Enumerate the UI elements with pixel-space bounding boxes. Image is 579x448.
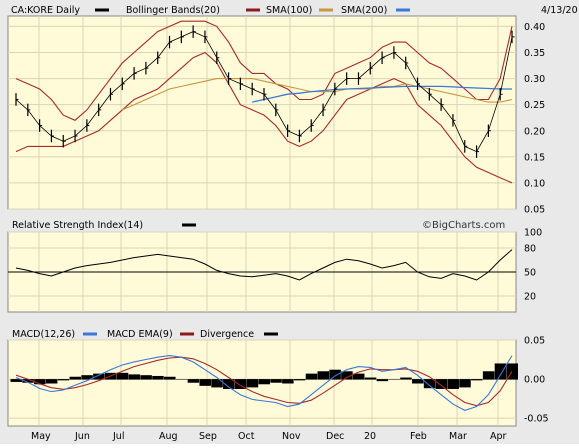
divergence-bar xyxy=(223,379,235,389)
divergence-bar xyxy=(364,377,377,380)
chart-date: 4/13/20 xyxy=(541,5,578,16)
divergence-bar xyxy=(447,379,459,389)
rsi-line xyxy=(15,249,513,281)
price-title: CA:KORE Daily xyxy=(11,5,80,16)
bollinger-upper-line xyxy=(15,20,513,121)
divergence-bar xyxy=(352,373,365,380)
divergence-bar xyxy=(10,379,22,382)
series-layer xyxy=(8,20,518,411)
divergence-bar xyxy=(388,379,400,380)
price-tick-label: 0.10 xyxy=(524,178,545,189)
bb-legend-label: Bollinger Bands(20) xyxy=(126,5,220,16)
month-label: Nov xyxy=(282,431,301,442)
sma100-legend-label: SMA(100) xyxy=(266,5,312,16)
macd-title: MACD(12,26) xyxy=(12,329,75,340)
divergence-bar xyxy=(412,379,424,384)
divergence-bar xyxy=(317,371,330,380)
macd-tick-label: 0.05 xyxy=(524,336,545,347)
price-panel xyxy=(7,15,517,210)
macd-legend: MACD(12,26) MACD EMA(9) Divergence xyxy=(12,329,278,340)
divergence-bar xyxy=(116,372,129,380)
price-tick-label: 0.30 xyxy=(524,74,545,85)
divergence-bar xyxy=(128,374,141,380)
macd-line xyxy=(15,355,513,411)
rsi-tick-label: 20 xyxy=(524,292,536,303)
divergence-bar xyxy=(341,371,353,380)
sma200-line xyxy=(252,85,512,103)
divergence-bar xyxy=(471,379,483,381)
price-tick-label: 0.35 xyxy=(524,48,545,59)
divergence-bar xyxy=(187,379,200,383)
divergence-bar xyxy=(423,379,436,389)
watermark: ©BigCharts.com xyxy=(422,220,505,231)
month-label: Jun xyxy=(74,431,90,442)
divergence-bar xyxy=(234,379,247,389)
price-legend: CA:KORE Daily Bollinger Bands(20) SMA(10… xyxy=(11,5,578,16)
price-tick-label: 0.40 xyxy=(524,22,545,33)
rsi-tick-label: 80 xyxy=(524,244,536,255)
month-label: Dec xyxy=(326,431,344,442)
month-label: May xyxy=(31,431,51,442)
tick-labels: May Jun Jul Aug Sep Oct Nov Dec 20 Feb Mar Apr 0.40 0… xyxy=(31,22,549,442)
month-label: 20 xyxy=(364,431,376,442)
divergence-bar xyxy=(57,379,70,381)
divergence-bar xyxy=(329,369,341,380)
month-label: Mar xyxy=(449,431,467,442)
divergence-bar xyxy=(93,373,105,380)
sma200-legend-label: SMA(200) xyxy=(341,5,387,16)
divergence-bar xyxy=(482,371,495,380)
divergence-bar xyxy=(246,379,259,388)
divergence-bar xyxy=(34,379,46,385)
divergence-bar xyxy=(293,379,306,381)
macd-tick-label: -0.05 xyxy=(524,414,549,425)
divergence-label: Divergence xyxy=(200,329,254,340)
price-line xyxy=(15,31,513,153)
month-label: Aug xyxy=(159,431,178,442)
divergence-bar xyxy=(45,379,58,384)
divergence-bar xyxy=(211,379,223,388)
month-label: Feb xyxy=(410,431,427,442)
month-label: Jul xyxy=(112,431,124,442)
divergence-bar xyxy=(22,379,34,383)
divergence-bar xyxy=(400,377,412,380)
divergence-bar xyxy=(305,373,318,380)
rsi-legend: Relative Strength Index(14) ©BigCharts.c… xyxy=(12,220,505,231)
divergence-bar xyxy=(435,379,448,389)
rsi-tick-label: 50 xyxy=(524,268,536,279)
month-label: Sep xyxy=(199,431,217,442)
rsi-title: Relative Strength Index(14) xyxy=(12,220,143,231)
bollinger-lower-line xyxy=(15,51,513,184)
divergence-bar xyxy=(69,376,82,380)
macd-tick-label: 0.00 xyxy=(524,375,545,386)
divergence-bar xyxy=(140,375,152,380)
divergence-bar xyxy=(494,363,507,380)
macd-ema-label: MACD EMA(9) xyxy=(107,329,173,340)
divergence-bar xyxy=(81,375,93,380)
price-tick-label: 0.05 xyxy=(524,205,545,216)
divergence-bar xyxy=(282,379,294,384)
divergence-bar xyxy=(258,379,270,385)
divergence-bar xyxy=(164,376,176,380)
price-tick-label: 0.20 xyxy=(524,126,545,137)
divergence-bar xyxy=(175,379,188,380)
divergence-bar xyxy=(199,379,211,386)
divergence-bar xyxy=(459,379,471,388)
price-tick-label: 0.25 xyxy=(524,100,545,111)
divergence-bar xyxy=(376,379,389,382)
macd-ema-line xyxy=(15,356,513,407)
divergence-bar xyxy=(270,379,282,383)
month-label: Oct xyxy=(238,431,255,442)
divergence-bar xyxy=(152,375,164,380)
month-label: Apr xyxy=(490,431,507,442)
rsi-tick-label: 100 xyxy=(524,228,542,239)
price-tick-label: 0.15 xyxy=(524,152,545,163)
